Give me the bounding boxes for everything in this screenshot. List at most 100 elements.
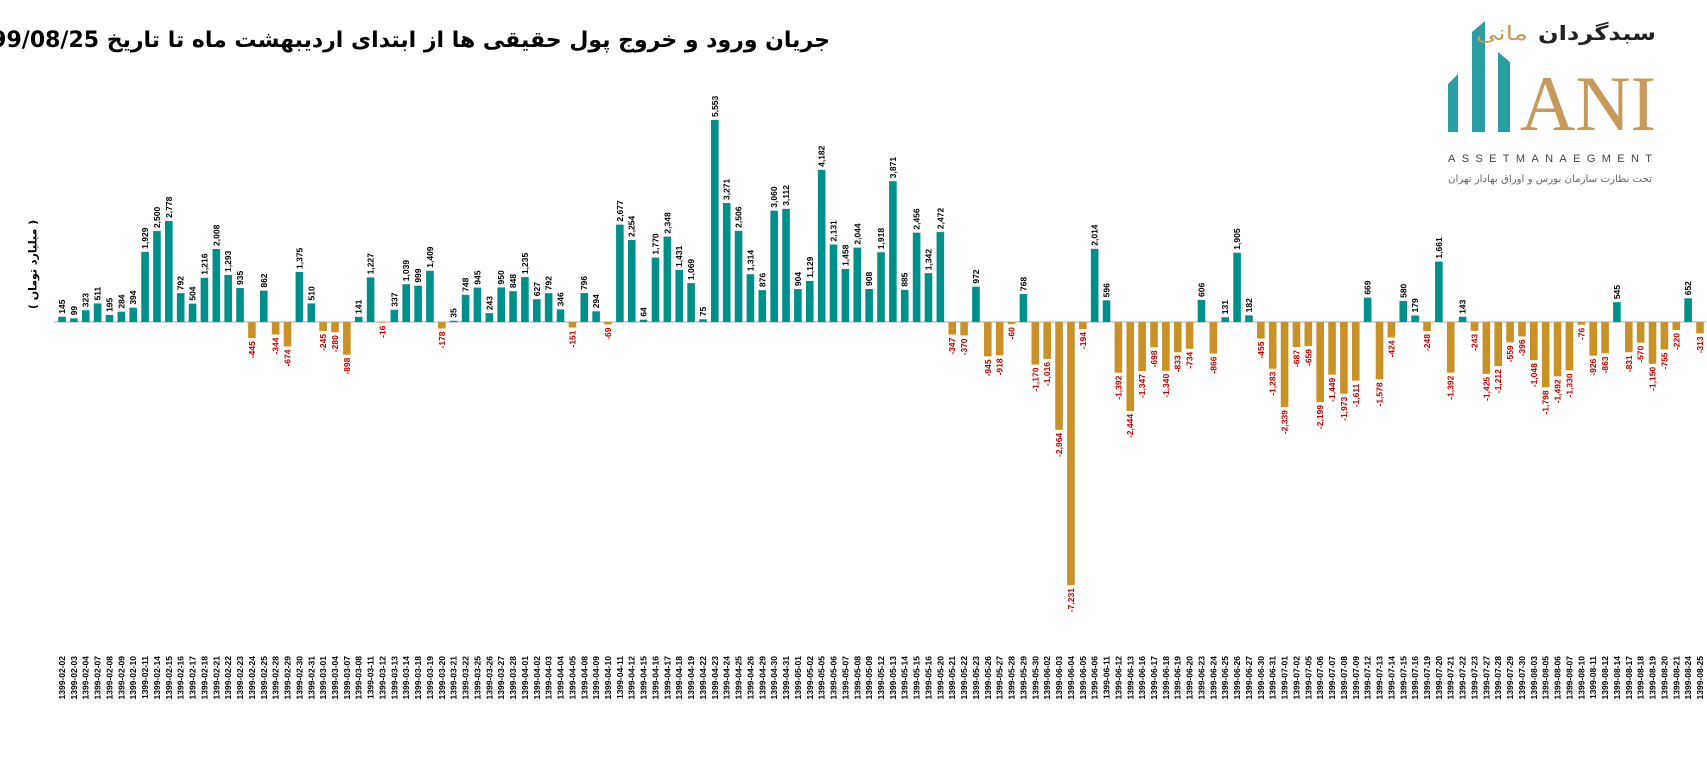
- bar: [1363, 297, 1372, 322]
- bar: [1221, 317, 1230, 322]
- x-tick-label: 1399-08-03: [1529, 656, 1539, 700]
- bar: [473, 287, 482, 322]
- x-tick-label: 1399-04-25: [734, 656, 744, 700]
- bar: [1601, 322, 1609, 354]
- bar: [1340, 322, 1348, 394]
- x-tick-label: 1399-05-30: [1030, 656, 1040, 700]
- data-label: -831: [1624, 355, 1634, 372]
- bar: [93, 303, 102, 322]
- data-label: 2,008: [211, 224, 221, 246]
- bar: [924, 273, 933, 322]
- data-label: 394: [128, 290, 138, 304]
- data-label: 1,431: [674, 245, 684, 267]
- x-tick-label: 1399-07-27: [1481, 656, 1491, 700]
- bar: [485, 313, 494, 322]
- x-tick-label: 1399-05-15: [912, 656, 922, 700]
- data-label: -1,340: [1161, 373, 1171, 397]
- x-tick-label: 1399-02-03: [69, 656, 79, 700]
- x-tick-label: 1399-06-06: [1090, 656, 1100, 700]
- data-label: -898: [342, 357, 352, 374]
- x-tick-label: 1399-05-29: [1018, 656, 1028, 700]
- x-tick-label: 1399-02-09: [116, 656, 126, 700]
- bar: [259, 290, 268, 322]
- data-label: -1,973: [1339, 397, 1349, 421]
- data-label: -1,283: [1268, 371, 1278, 395]
- x-tick-label: 1399-08-06: [1553, 656, 1563, 700]
- bar: [331, 322, 339, 333]
- x-tick-label: 1399-04-01: [520, 656, 530, 700]
- data-label: 848: [508, 274, 518, 288]
- data-label: 999: [413, 268, 423, 282]
- data-label: 99: [69, 306, 79, 316]
- data-label: -1,330: [1564, 373, 1574, 397]
- x-tick-label: 1399-02-15: [164, 656, 174, 700]
- data-label: 1,216: [199, 253, 209, 275]
- x-tick-label: 1399-04-19: [686, 656, 696, 700]
- bar: [568, 322, 577, 328]
- data-label: 2,131: [829, 220, 839, 242]
- data-label: 64: [639, 307, 649, 317]
- bar: [343, 322, 351, 355]
- bar: [1613, 302, 1621, 322]
- data-label: 294: [591, 294, 601, 308]
- bar: [663, 236, 672, 322]
- x-tick-label: 1399-02-18: [199, 656, 209, 700]
- bar: [1411, 315, 1419, 322]
- x-tick-label: 1399-06-12: [1113, 656, 1123, 700]
- bar: [936, 232, 945, 322]
- logo-brand-fa-gold: مانی: [1476, 21, 1528, 45]
- data-label: 2,254: [627, 215, 637, 237]
- data-label: -918: [995, 358, 1005, 375]
- x-tick-label: 1399-06-02: [1042, 656, 1052, 700]
- x-tick-label: 1399-06-16: [1137, 656, 1147, 700]
- data-label: -926: [1588, 358, 1598, 375]
- bar: [1328, 322, 1336, 375]
- data-label: 1,069: [686, 259, 696, 281]
- x-tick-label: 1399-07-06: [1315, 656, 1325, 700]
- x-tick-label: 1399-05-20: [935, 656, 945, 700]
- bar: [449, 320, 458, 322]
- x-tick-label: 1399-02-08: [104, 656, 114, 700]
- bar: [794, 289, 802, 322]
- data-label: -2,964: [1054, 433, 1064, 457]
- bar: [1648, 322, 1657, 364]
- bar: [1660, 322, 1669, 350]
- x-tick-label: 1399-07-08: [1339, 656, 1349, 700]
- bar: [627, 240, 636, 322]
- bar: [995, 322, 1004, 356]
- bar: [1589, 322, 1597, 356]
- x-tick-label: 1399-02-11: [140, 656, 150, 699]
- data-label: 2,472: [935, 208, 945, 230]
- x-tick-label: 1399-03-01: [318, 656, 328, 700]
- data-label: 1,375: [294, 247, 304, 269]
- bar: [1055, 322, 1063, 430]
- x-tick-label: 1399-05-16: [923, 656, 933, 700]
- bar: [1553, 322, 1562, 377]
- logo-bar-1: [1448, 74, 1458, 132]
- x-tick-label: 1399-03-11: [366, 656, 376, 699]
- x-tick-label: 1399-07-28: [1493, 656, 1503, 700]
- x-tick-label: 1399-02-24: [247, 656, 257, 700]
- bar: [212, 248, 221, 322]
- data-label: -313: [1695, 336, 1705, 353]
- data-label: -866: [1208, 356, 1218, 373]
- data-label: -1,578: [1375, 382, 1385, 406]
- bar: [616, 224, 624, 322]
- x-tick-label: 1399-05-21: [947, 656, 957, 700]
- data-label: 945: [472, 270, 482, 284]
- bar: [912, 232, 921, 322]
- data-label: 3,060: [769, 186, 779, 208]
- bar: [153, 231, 161, 322]
- bar: [1067, 322, 1075, 586]
- data-label: 510: [306, 286, 316, 300]
- x-tick-label: 1399-02-14: [152, 656, 162, 700]
- data-label: 606: [1196, 283, 1206, 297]
- bar: [1268, 322, 1277, 369]
- bar: [853, 247, 862, 322]
- x-tick-label: 1399-07-07: [1327, 656, 1337, 700]
- x-tick-label: 1399-07-29: [1505, 656, 1515, 700]
- bar: [984, 322, 992, 357]
- data-label: 669: [1363, 280, 1373, 294]
- x-tick-label: 1399-08-10: [1576, 656, 1586, 700]
